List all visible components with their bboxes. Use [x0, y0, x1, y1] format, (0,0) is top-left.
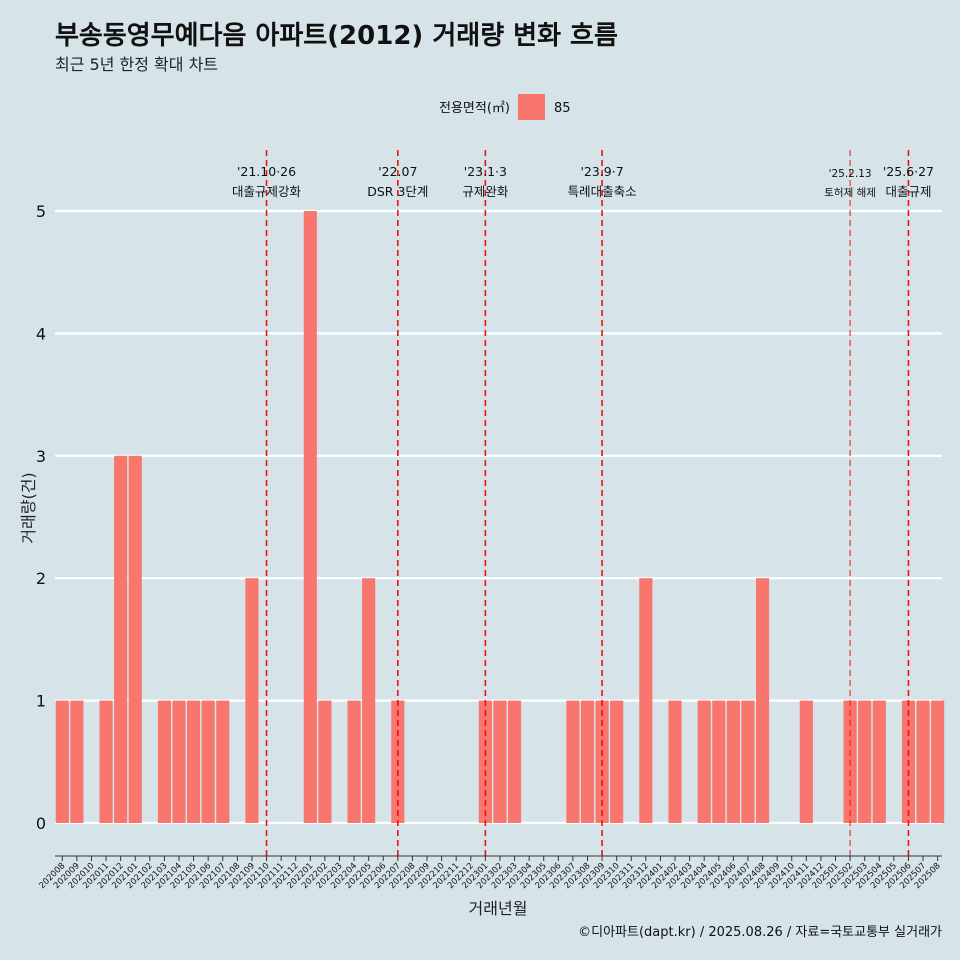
bar [70, 700, 84, 823]
bar [712, 700, 726, 823]
bar [566, 700, 580, 823]
bar [668, 700, 682, 823]
legend-label: 85 [554, 101, 571, 116]
bar [55, 700, 69, 823]
bar [99, 700, 113, 823]
caption: ©디아파트(dapt.kr) / 2025.08.26 / 자료=국토교통부 실… [578, 925, 942, 940]
event-label: 대출규제강화 [232, 184, 302, 199]
bar [172, 700, 186, 823]
legend: 전용면적(㎡) 85 [439, 94, 571, 120]
event-date-label: '22.07 [378, 164, 417, 179]
event-label: 토허제 해제 [824, 186, 876, 199]
bar [362, 578, 376, 823]
y-tick-label: 2 [36, 569, 46, 588]
event-date-label: '23.9·7 [580, 164, 623, 179]
bar [741, 700, 755, 823]
bar [697, 700, 711, 823]
bar [507, 700, 522, 823]
legend-swatch [518, 94, 545, 120]
bar [187, 700, 201, 823]
y-axis: 0 1 2 3 4 5 [36, 202, 46, 833]
chart-subtitle: 최근 5년 한정 확대 차트 [55, 55, 218, 74]
event-label: 대출규제 [885, 184, 931, 199]
bar [610, 700, 624, 823]
x-axis-title: 거래년월 [469, 899, 528, 918]
chart-title: 부송동영무예다음 아파트(2012) 거래량 변화 흐름 [55, 21, 618, 51]
y-axis-title: 거래량(건) [19, 472, 38, 543]
y-tick-label: 4 [36, 324, 46, 343]
bar [493, 700, 507, 823]
legend-title: 전용면적(㎡) [439, 101, 510, 116]
bar [916, 700, 930, 823]
bar [799, 700, 813, 823]
event-date-label: '25.6·27 [883, 164, 934, 179]
bar [872, 700, 886, 823]
bar [245, 578, 259, 823]
bar [639, 578, 653, 823]
event-date-label: '21.10·26 [237, 164, 296, 179]
event-label: 특례대출축소 [568, 184, 637, 199]
bar [114, 455, 128, 823]
bar [580, 700, 595, 823]
bar [128, 455, 142, 823]
bar [318, 700, 332, 823]
bar [303, 211, 317, 823]
bar [931, 700, 945, 823]
y-tick-label: 0 [36, 814, 46, 833]
event-annotations: '21.10·26 대출규제강화 '22.07 DSR 3단계 '23.1·3 규제완화 '… [232, 164, 934, 199]
bar [216, 700, 230, 823]
x-axis: 2020082020092020102020112020122021012021… [37, 855, 943, 891]
bar [347, 700, 361, 823]
y-tick-label: 1 [36, 692, 46, 711]
y-tick-label: 3 [36, 447, 46, 466]
bars [55, 211, 945, 823]
event-date-label: '23.1·3 [464, 164, 507, 179]
event-lines [265, 150, 910, 856]
bar [157, 700, 171, 823]
bar [755, 578, 770, 823]
bar [726, 700, 740, 823]
event-label: DSR 3단계 [367, 184, 428, 199]
y-tick-label: 5 [36, 202, 46, 221]
event-label: 규제완화 [462, 184, 509, 199]
bar [858, 700, 872, 823]
event-date-label: '25.2.13 [829, 168, 872, 180]
bar [201, 700, 215, 823]
